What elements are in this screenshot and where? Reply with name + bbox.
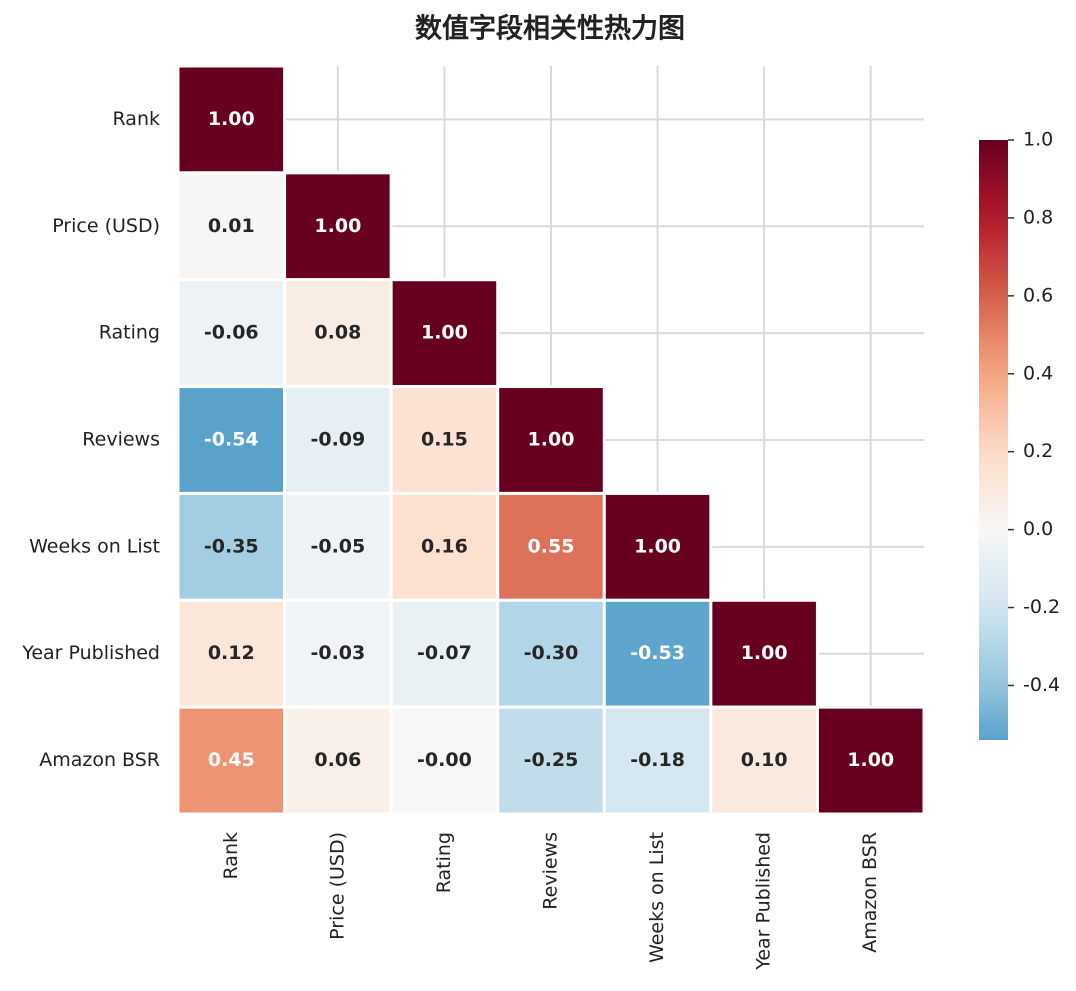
heatmap-cell — [176, 491, 287, 602]
heatmap-cell — [389, 278, 500, 389]
heatmap-cell — [389, 705, 500, 816]
heatmap-cell — [602, 705, 713, 816]
cell-label: -0.53 — [630, 642, 685, 664]
x-tick-label: Price (USD) — [326, 832, 348, 940]
colorbar — [979, 140, 1008, 740]
y-tick-label: Rating — [99, 322, 160, 344]
heatmap-cell — [283, 171, 393, 282]
colorbar-tick-label: 1.0 — [1023, 129, 1053, 151]
x-tick-label: Rating — [433, 832, 455, 893]
cell-label: -0.25 — [524, 749, 579, 771]
x-tick-label: Rank — [220, 832, 242, 879]
cell-label: 0.45 — [208, 749, 255, 771]
heatmap-cell — [602, 491, 713, 602]
cell-label: 0.12 — [208, 642, 255, 664]
cell-label: -0.03 — [310, 642, 365, 664]
colorbar-tick-label: 0.6 — [1023, 284, 1053, 306]
colorbar-tick-label: 0.2 — [1023, 440, 1053, 462]
cell-label: -0.54 — [204, 429, 259, 451]
heatmap-cell — [496, 385, 606, 495]
y-tick-label: Amazon BSR — [39, 749, 160, 771]
cell-label: -0.30 — [524, 642, 579, 664]
x-tick-label: Amazon BSR — [859, 832, 881, 953]
cell-label: 1.00 — [634, 535, 681, 557]
y-tick-label: Weeks on List — [29, 535, 160, 557]
heatmap-cell — [283, 385, 393, 495]
colorbar-tick-label: 0.8 — [1023, 206, 1053, 228]
cell-label: 0.15 — [421, 429, 468, 451]
cell-label: 1.00 — [741, 642, 788, 664]
y-tick-label: Reviews — [82, 429, 160, 451]
y-tick-label: Price (USD) — [52, 215, 160, 237]
cell-label: 1.00 — [847, 749, 894, 771]
cell-label: 0.06 — [314, 749, 361, 771]
colorbar-tick-label: -0.2 — [1023, 596, 1060, 618]
cell-label: -0.06 — [204, 322, 259, 344]
cell-label: 0.08 — [314, 322, 361, 344]
cell-label: 0.55 — [528, 535, 575, 557]
colorbar-tick-label: 0.4 — [1023, 362, 1053, 384]
heatmap-cell — [176, 598, 287, 709]
heatmap-cell — [283, 705, 393, 816]
heatmap-cell — [709, 598, 819, 709]
cell-label: 0.16 — [421, 535, 468, 557]
chart-title: 数值字段相关性热力图 — [415, 13, 685, 45]
heatmap-cell — [709, 705, 819, 816]
cell-label: -0.00 — [417, 749, 472, 771]
colorbar-tick-label: -0.4 — [1023, 674, 1060, 696]
cell-label: 0.01 — [208, 215, 255, 237]
cell-label: -0.18 — [630, 749, 685, 771]
cell-label: 1.00 — [528, 429, 575, 451]
cell-label: 1.00 — [421, 322, 468, 344]
cell-label: -0.07 — [417, 642, 472, 664]
cell-label: 0.10 — [741, 749, 788, 771]
y-tick-label: Rank — [113, 108, 160, 130]
x-tick-label: Year Published — [753, 832, 775, 971]
colorbar-tick-label: 0.0 — [1023, 518, 1053, 540]
cell-label: -0.35 — [204, 535, 259, 557]
cell-label: 1.00 — [314, 215, 361, 237]
heatmap-cell — [496, 705, 606, 816]
heatmap-cell — [283, 491, 393, 602]
cell-label: -0.05 — [310, 535, 365, 557]
x-tick-label: Weeks on List — [646, 832, 668, 963]
y-tick-label: Year Published — [21, 642, 160, 664]
cell-label: 1.00 — [208, 108, 255, 130]
heatmap-cell — [815, 705, 926, 816]
cell-label: -0.09 — [310, 429, 365, 451]
heatmap-cell — [176, 385, 287, 495]
x-tick-label: Reviews — [540, 832, 562, 910]
